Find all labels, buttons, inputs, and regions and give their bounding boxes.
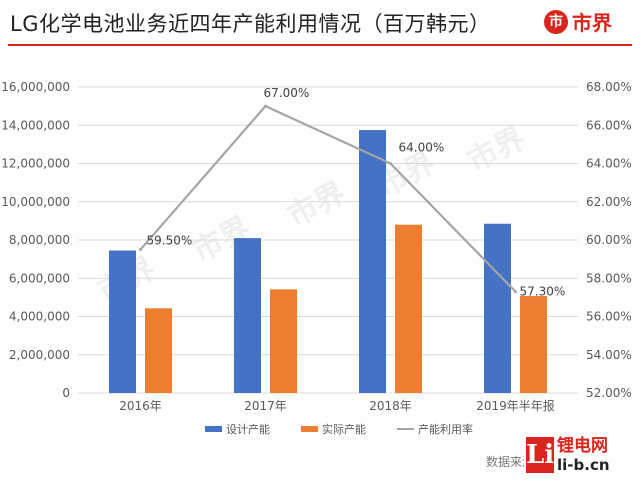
y-left-tick-label: 12,000,000 [1,157,70,171]
data-label: 64.00% [399,141,445,155]
bar-actual-capacity [395,224,422,393]
line-point [139,248,142,252]
corner-logo: Li 锂电网 li-b.cn [524,434,612,476]
y-right-tick-label: 66.00% [586,118,632,132]
brand-logo: 市 市界 [544,7,612,36]
legend-label: 设计产能 [226,422,270,436]
x-tick-label: 2016年 [119,399,162,413]
y-right-tick-label: 56.00% [586,310,632,324]
corner-logo-name: 锂电网 [557,436,608,456]
y-right-tick-label: 60.00% [586,233,632,247]
y-left-tick-label: 8,000,000 [9,233,70,247]
x-tick-label: 2019年半年报 [476,398,555,413]
legend-label: 实际产能 [322,422,366,436]
y-left-tick-label: 4,000,000 [9,310,70,324]
brand-name: 市界 [572,11,612,35]
x-tick-label: 2017年 [244,399,287,413]
title-divider [8,44,632,46]
x-tick-label: 2018年 [369,399,412,413]
legend-label: 产能利用率 [418,422,473,436]
y-left-tick-label: 14,000,000 [1,118,70,132]
bar-actual-capacity [270,289,297,393]
bar-actual-capacity [145,308,172,393]
legend-swatch [301,426,318,432]
corner-logo-url: li-b.cn [557,456,610,474]
y-left-tick-label: 2,000,000 [9,348,70,362]
bar-design-capacity [109,250,136,393]
data-label: 59.50% [147,234,193,248]
y-right-tick-label: 54.00% [586,348,632,362]
data-label: 67.00% [264,86,310,100]
chart-title: LG化学电池业务近四年产能利用情况（百万韩元） [10,12,491,36]
bar-design-capacity [484,223,511,393]
y-right-tick-label: 64.00% [586,157,632,171]
bar-design-capacity [234,238,261,393]
legend-swatch [205,426,222,432]
y-right-tick-label: 52.00% [586,386,632,400]
brand-logo-icon: 市 [544,9,568,34]
line-point [389,162,392,165]
line-point [514,290,517,294]
corner-logo-mark: Li [526,437,554,473]
bar-design-capacity [359,130,386,393]
y-left-tick-label: 10,000,000 [1,195,70,209]
bar-actual-capacity [520,296,547,393]
y-left-tick-label: 6,000,000 [9,271,70,285]
y-right-tick-label: 62.00% [586,195,632,209]
y-right-tick-label: 68.00% [586,80,632,94]
y-left-tick-label: 16,000,000 [1,80,70,94]
data-label: 57.30% [520,285,566,299]
y-right-tick-label: 58.00% [586,271,632,285]
line-utilization-rate [139,104,517,293]
y-left-tick-label: 0 [62,386,70,400]
line-point [264,104,267,108]
